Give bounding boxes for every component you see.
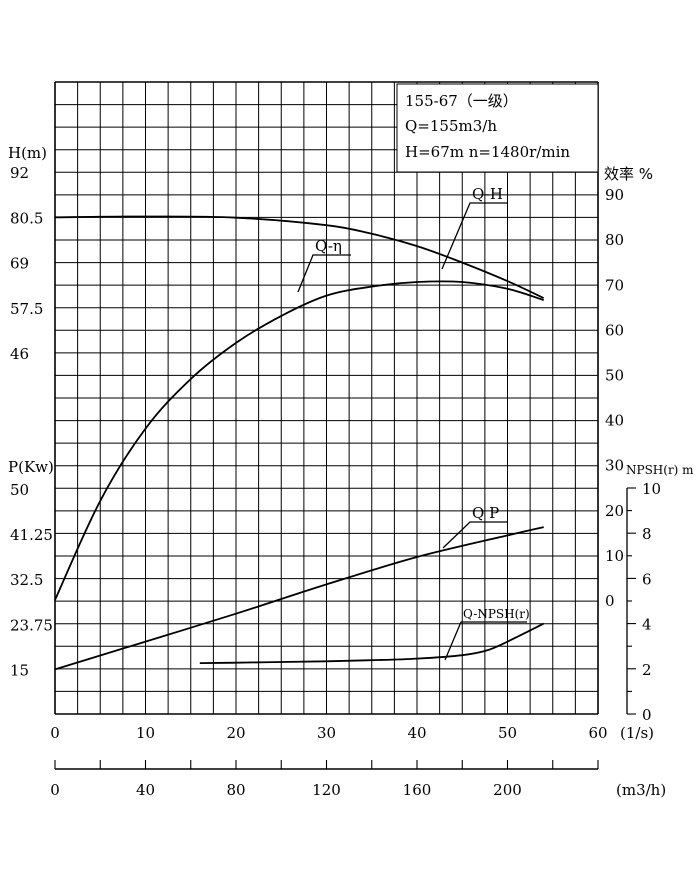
info-box: 155-67（一级） Q=155m3/h H=67m n=1480r/min (396, 83, 599, 173)
efficiency-tick-label: 90 (605, 186, 624, 204)
efficiency-tick-label: 10 (605, 547, 624, 565)
power-tick-label: 50 (10, 481, 29, 499)
efficiency-tick-label: 50 (605, 367, 624, 385)
series-q (54, 280, 544, 601)
head-axis-title: H(m) (8, 144, 47, 162)
npsh-tick-label: 0 (642, 706, 652, 724)
flow-ls-tick-label: 10 (136, 724, 155, 742)
efficiency-tick-label: 60 (605, 321, 624, 339)
efficiency-axis-title: 效率 % (604, 165, 653, 183)
power-tick-label: 41.25 (10, 526, 53, 544)
callout-label: Q-H (472, 185, 503, 203)
flow-ls-unit: (1/s) (620, 724, 654, 742)
flow-ls-tick-label: 20 (226, 724, 245, 742)
flow-m3h-tick-label: 120 (312, 781, 341, 799)
performance-curves (54, 215, 545, 671)
power-tick-label: 23.75 (10, 616, 53, 634)
efficiency-tick-label: 20 (605, 502, 624, 520)
callout-label: Q-NPSH(r) (463, 607, 530, 621)
efficiency-tick-label: 80 (605, 231, 624, 249)
head-tick-label: 80.5 (10, 209, 43, 227)
callout-label: Q P (472, 504, 499, 522)
callout-leader (442, 521, 508, 549)
info-line-3: H=67m n=1480r/min (405, 143, 570, 161)
info-line-2: Q=155m3/h (405, 117, 497, 135)
callout-label: Q-η (315, 237, 342, 255)
flow-ls-tick-label: 0 (50, 724, 60, 742)
head-tick-label: 57.5 (10, 300, 43, 318)
power-axis-title: P(Kw) (8, 458, 54, 476)
flow-m3h-unit: (m3/h) (616, 781, 666, 799)
callout-leader (441, 202, 508, 270)
left-axes: H(m) P(Kw) (8, 144, 54, 476)
npsh-tick-label: 4 (642, 616, 652, 634)
npsh-tick-label: 2 (642, 661, 652, 679)
efficiency-tick-label: 30 (605, 457, 624, 475)
curve-callouts: Q-H Q-η Q P Q-NPSH(r) (297, 185, 530, 661)
npsh-axis-title: NPSH(r) m (626, 463, 694, 477)
npsh-tick-label: 6 (642, 570, 652, 588)
series-q-p (54, 526, 544, 671)
npsh-tick-label: 10 (642, 480, 661, 498)
flow-m3h-tick-label: 0 (50, 781, 60, 799)
efficiency-tick-label: 0 (605, 592, 615, 610)
head-tick-label: 46 (10, 345, 29, 363)
callout-leader (444, 621, 527, 661)
head-tick-label: 69 (10, 255, 29, 273)
series-q-h (54, 215, 545, 299)
power-tick-label: 32.5 (10, 571, 43, 589)
flow-m3h-tick-label: 200 (493, 781, 522, 799)
flow-ls-tick-label: 50 (498, 724, 517, 742)
flow-ls-tick-label: 60 (588, 724, 607, 742)
callout-leader (297, 254, 351, 293)
efficiency-tick-label: 40 (605, 412, 624, 430)
power-tick-label: 15 (10, 661, 29, 679)
flow-m3h-tick-label: 80 (226, 781, 245, 799)
bottom-axes: (1/s) (m3/h) (616, 724, 666, 799)
info-line-1: 155-67（一级） (405, 92, 518, 110)
head-tick-label: 92 (10, 164, 29, 182)
flow-m3h-tick-label: 40 (136, 781, 155, 799)
tick-labels: 9280.56957.5465041.2532.523.751590807060… (10, 164, 661, 799)
right-axes: 效率 % NPSH(r) m (604, 165, 694, 477)
flow-ls-tick-label: 30 (317, 724, 336, 742)
plot-grid (54, 81, 599, 715)
efficiency-tick-label: 70 (605, 276, 624, 294)
series-q-npsh-r (199, 622, 545, 664)
flow-ls-tick-label: 40 (407, 724, 426, 742)
npsh-tick-label: 8 (642, 525, 652, 543)
flow-m3h-tick-label: 160 (403, 781, 432, 799)
